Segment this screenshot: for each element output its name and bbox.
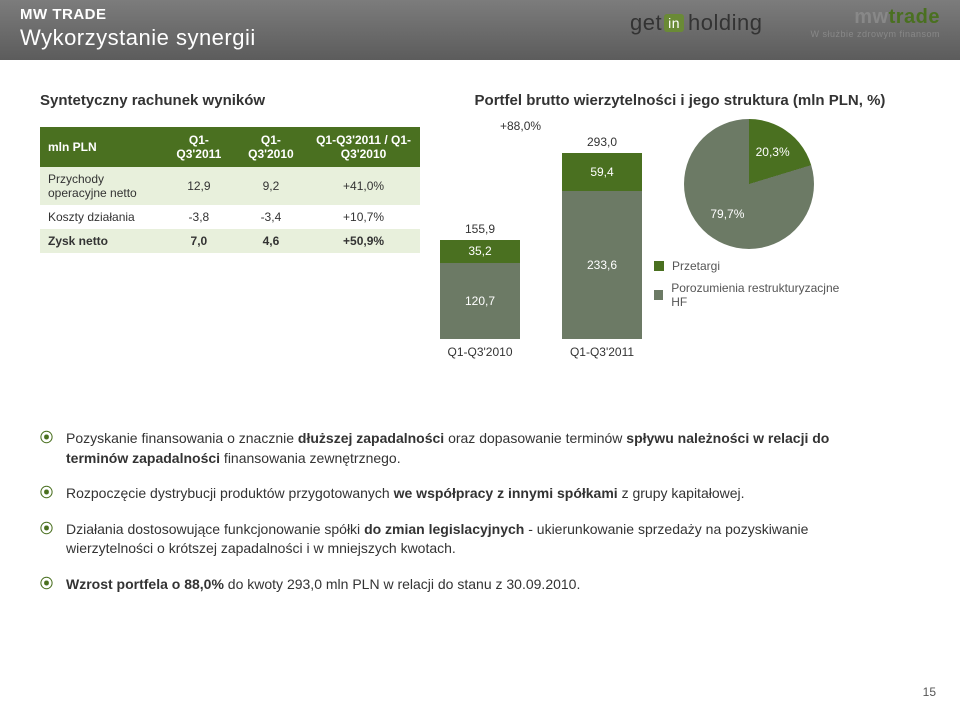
legend-item: Przetargi (654, 259, 844, 273)
bullet-text: Wzrost portfela o 88,0% do kwoty 293,0 m… (66, 575, 580, 595)
table-cell: 9,2 (235, 167, 307, 205)
bullet-text: Działania dostosowujące funkcjonowanie s… (66, 520, 890, 559)
bar: 293,059,4233,6Q1-Q3'2011 (562, 153, 642, 339)
bar: 155,935,2120,7Q1-Q3'2010 (440, 240, 520, 339)
pie-chart-area: 20,3% 79,7% Przetargi Porozumienia restruk… (654, 119, 844, 317)
table-cell: Przychody operacyjne netto (40, 167, 163, 205)
bullet-marker-icon: ⦿ (40, 429, 54, 468)
pie-slice-label: 79,7% (710, 207, 744, 221)
table-row: Zysk netto7,04,6+50,9% (40, 229, 420, 253)
bar-segment: 59,4 (562, 153, 642, 191)
pie-slice-label: 20,3% (756, 145, 790, 159)
legend-swatch (654, 290, 663, 300)
financial-table: mln PLNQ1-Q3'2011Q1-Q3'2010Q1-Q3'2011 / … (40, 127, 420, 253)
slide-header: MW TRADE Wykorzystanie synergii get in h… (0, 0, 960, 60)
bar-segment: 233,6 (562, 191, 642, 339)
bullet-item: ⦿ Pozyskanie finansowania o znacznie dłuż… (40, 429, 890, 468)
bullet-text: Pozyskanie finansowania o znacznie dłużs… (66, 429, 890, 468)
table-header-cell: Q1-Q3'2011 (163, 127, 235, 167)
table-cell: -3,4 (235, 205, 307, 229)
bullet-marker-icon: ⦿ (40, 575, 54, 595)
table-header-cell: mln PLN (40, 127, 163, 167)
bar-chart: +88,0% 155,935,2120,7Q1-Q3'2010293,059,4… (440, 119, 642, 339)
table-header-cell: Q1-Q3'2011 / Q1-Q3'2010 (307, 127, 420, 167)
chart-panel: Portfel brutto wierzytelności i jego str… (440, 92, 920, 339)
bar-total-label: 293,0 (562, 135, 642, 149)
getin-holding-logo: get in holding (630, 10, 762, 36)
table-cell: 4,6 (235, 229, 307, 253)
chart-legend: Przetargi Porozumienia restrukturyzacjne … (654, 259, 844, 309)
bullet-item: ⦿ Rozpoczęcie dystrybucji produktów przyg… (40, 484, 890, 504)
bar-segment: 120,7 (440, 263, 520, 339)
legend-label: Przetargi (672, 259, 720, 273)
bullet-marker-icon: ⦿ (40, 520, 54, 559)
table-panel: Syntetyczny rachunek wyników mln PLNQ1-Q… (40, 92, 420, 339)
table-cell: +50,9% (307, 229, 420, 253)
bullet-item: ⦿ Wzrost portfela o 88,0% do kwoty 293,0 … (40, 575, 890, 595)
table-row: Przychody operacyjne netto12,99,2+41,0% (40, 167, 420, 205)
legend-item: Porozumienia restrukturyzacjne HF (654, 281, 844, 309)
bullet-text: Rozpoczęcie dystrybucji produktów przygo… (66, 484, 745, 504)
chart-title: Portfel brutto wierzytelności i jego str… (440, 92, 920, 109)
bullet-list: ⦿ Pozyskanie finansowania o znacznie dłuż… (40, 429, 920, 595)
bar-total-label: 155,9 (440, 222, 520, 236)
table-cell: 12,9 (163, 167, 235, 205)
table-row: Koszty działania-3,8-3,4+10,7% (40, 205, 420, 229)
legend-label: Porozumienia restrukturyzacjne HF (671, 281, 844, 309)
bar-x-label: Q1-Q3'2011 (562, 345, 642, 359)
table-title: Syntetyczny rachunek wyników (40, 92, 420, 109)
bullet-item: ⦿ Działania dostosowujące funkcjonowanie … (40, 520, 890, 559)
table-cell: -3,8 (163, 205, 235, 229)
table-header-cell: Q1-Q3'2010 (235, 127, 307, 167)
table-cell: 7,0 (163, 229, 235, 253)
bar-segment: 35,2 (440, 240, 520, 262)
table-cell: Koszty działania (40, 205, 163, 229)
bar-x-label: Q1-Q3'2010 (440, 345, 520, 359)
table-cell: Zysk netto (40, 229, 163, 253)
change-label: +88,0% (500, 119, 541, 133)
logo-group: get in holding mwtrade W służbie zdrowym… (630, 6, 940, 39)
pie-chart: 20,3% 79,7% (684, 119, 814, 249)
legend-swatch (654, 261, 664, 271)
mwtrade-logo: mwtrade W służbie zdrowym finansom (810, 6, 940, 39)
table-cell: +41,0% (307, 167, 420, 205)
bullet-marker-icon: ⦿ (40, 484, 54, 504)
page-number: 15 (923, 685, 936, 699)
table-cell: +10,7% (307, 205, 420, 229)
